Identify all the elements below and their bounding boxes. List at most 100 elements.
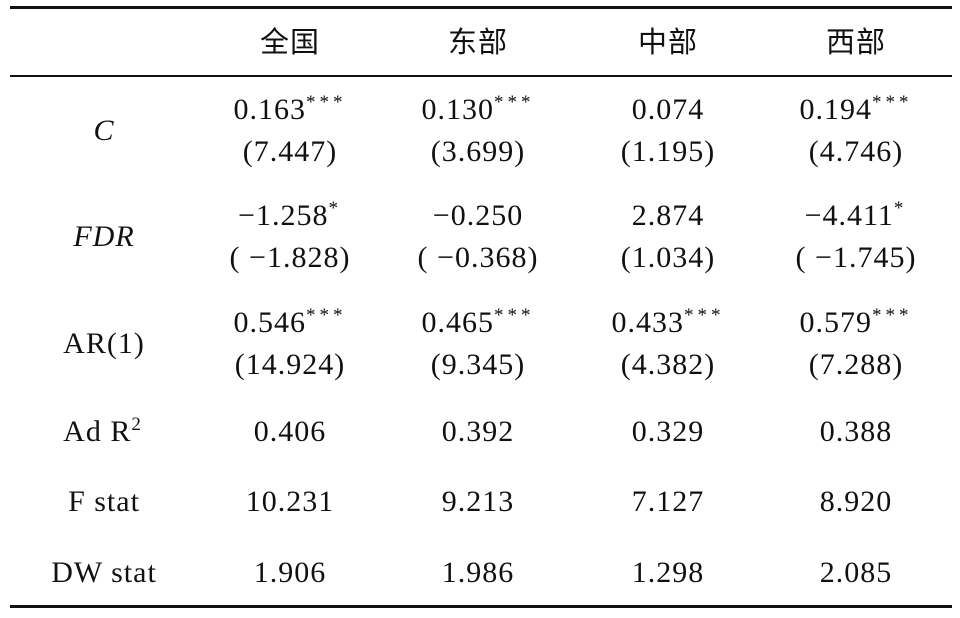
table-cell: 0.388	[820, 411, 893, 453]
table-cell: 0.433*** (4.382)	[612, 302, 725, 386]
header-rule	[10, 75, 952, 77]
coefficient-line: 0.465***	[422, 302, 535, 344]
row-label-text: FDR	[73, 220, 135, 253]
table-cell: 0.329	[632, 411, 705, 453]
table-cell: 1.906	[254, 552, 327, 594]
coefficient: 10.231	[245, 485, 335, 518]
row-label: DW stat	[51, 552, 157, 594]
table-cell: 1.298	[632, 552, 705, 594]
row-label: FDR	[73, 216, 134, 258]
table-cell: −0.250 ( −0.368)	[418, 195, 539, 279]
coefficient-line: −0.250	[418, 195, 539, 237]
t-statistic: (9.345)	[430, 348, 526, 381]
coefficient-line: 1.906	[254, 552, 327, 594]
coefficient: 0.130	[421, 93, 494, 126]
coefficient-line: 0.406	[254, 411, 327, 453]
table-cell: 0.074 (1.195)	[621, 89, 715, 173]
significance-stars: ***	[306, 305, 347, 326]
table-cell: 0.163*** (7.447)	[234, 89, 347, 173]
t-statistic: (7.447)	[242, 135, 338, 168]
coefficient-line: 0.546***	[234, 302, 347, 344]
coefficient: 1.986	[441, 556, 515, 589]
t-statistic: ( −1.745)	[795, 241, 917, 274]
table-cell: 8.920	[820, 481, 893, 523]
row-label: AR(1)	[63, 323, 145, 365]
coefficient: 0.546	[233, 306, 306, 339]
row-label-sup: 2	[131, 414, 145, 435]
table-cell: −4.411* ( −1.745)	[796, 195, 917, 279]
row-label: C	[93, 110, 114, 152]
row-label-text: Ad R	[63, 415, 132, 448]
table-cell: 0.392	[442, 411, 515, 453]
table-cell: 7.127	[632, 481, 705, 523]
table-cell: 0.194*** (4.746)	[800, 89, 913, 173]
column-header: 中部	[637, 25, 699, 59]
coefficient: 0.579	[799, 306, 872, 339]
coefficient-line: 0.392	[442, 411, 515, 453]
table-cell: 2.874 (1.034)	[621, 195, 715, 279]
coefficient: 0.388	[819, 415, 893, 448]
table-cell: 0.546*** (14.924)	[234, 302, 347, 386]
coefficient-line: 10.231	[246, 481, 335, 523]
coefficient: 2.874	[631, 199, 705, 232]
coefficient: −1.258	[238, 199, 329, 232]
row-label-text: DW stat	[51, 556, 157, 589]
coefficient: 0.465	[421, 306, 494, 339]
coefficient-line: 0.388	[820, 411, 893, 453]
table-cell: 1.986	[442, 552, 515, 594]
coefficient-line: 0.329	[632, 411, 705, 453]
top-rule	[10, 6, 952, 9]
table-cell: 2.085	[820, 552, 893, 594]
coefficient-line: −1.258*	[230, 195, 351, 237]
coefficient: 0.329	[631, 415, 705, 448]
coefficient-line: 0.579***	[800, 302, 913, 344]
coefficient: 2.085	[819, 556, 893, 589]
coefficient-line: 1.298	[632, 552, 705, 594]
table-cell: 9.213	[442, 481, 515, 523]
coefficient-line: 8.920	[820, 481, 893, 523]
coefficient-line: 2.085	[820, 552, 893, 594]
significance-stars: ***	[306, 92, 347, 113]
table-cell: 0.406	[254, 411, 327, 453]
coefficient: 0.392	[441, 415, 515, 448]
coefficient-line: 0.074	[621, 89, 715, 131]
coefficient-line: 0.163***	[234, 89, 347, 131]
t-statistic: (1.034)	[620, 241, 716, 274]
coefficient-line: 1.986	[442, 552, 515, 594]
coefficient: 0.406	[253, 415, 327, 448]
table-cell: 0.465*** (9.345)	[422, 302, 535, 386]
significance-stars: ***	[494, 305, 535, 326]
coefficient-line: 9.213	[442, 481, 515, 523]
coefficient: 1.906	[253, 556, 327, 589]
coefficient: −0.250	[432, 199, 524, 232]
significance-stars: ***	[872, 92, 913, 113]
coefficient: 0.074	[631, 93, 705, 126]
row-label-text: F stat	[68, 485, 140, 518]
column-header: 西部	[825, 25, 887, 59]
significance-stars: *	[328, 198, 342, 219]
table-cell: 0.579*** (7.288)	[800, 302, 913, 386]
coefficient: 8.920	[819, 485, 893, 518]
significance-stars: *	[893, 198, 908, 219]
coefficient: 0.194	[799, 93, 872, 126]
column-header: 全国	[259, 25, 321, 59]
t-statistic: (1.195)	[620, 135, 716, 168]
significance-stars: ***	[494, 92, 535, 113]
t-statistic: ( −1.828)	[229, 241, 351, 274]
table-cell: 10.231	[246, 481, 335, 523]
row-label-text: C	[93, 114, 115, 147]
coefficient: 1.298	[631, 556, 705, 589]
significance-stars: ***	[872, 305, 913, 326]
significance-stars: ***	[684, 305, 725, 326]
coefficient: 9.213	[441, 485, 515, 518]
t-statistic: (14.924)	[234, 348, 346, 381]
column-header: 东部	[447, 25, 509, 59]
coefficient-line: 0.130***	[422, 89, 535, 131]
t-statistic: (4.746)	[808, 135, 904, 168]
t-statistic: ( −0.368)	[417, 241, 539, 274]
coefficient-line: 7.127	[632, 481, 705, 523]
t-statistic: (3.699)	[430, 135, 526, 168]
coefficient-line: 0.433***	[612, 302, 725, 344]
coefficient: 0.433	[611, 306, 684, 339]
